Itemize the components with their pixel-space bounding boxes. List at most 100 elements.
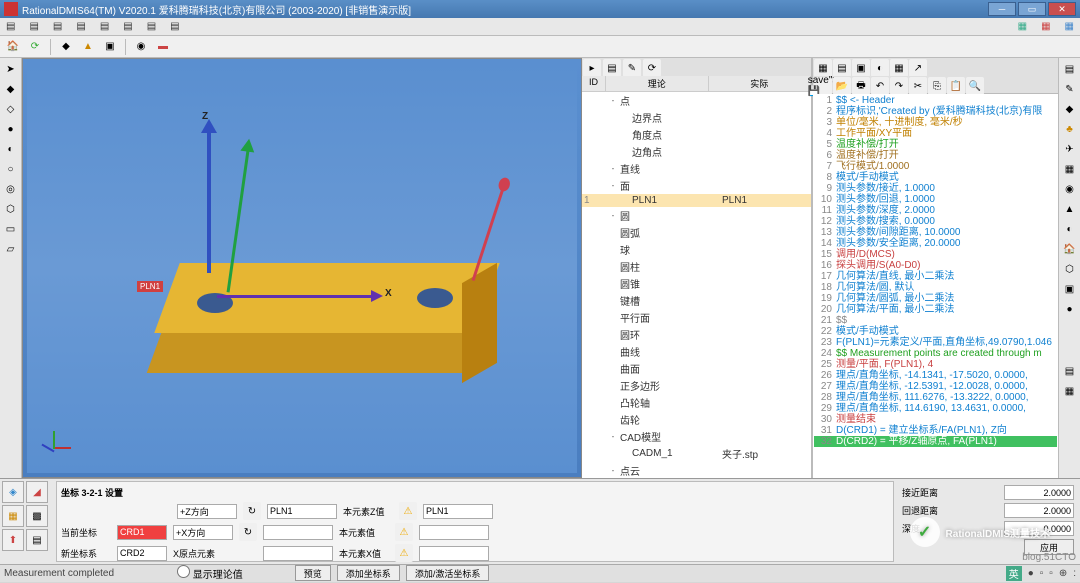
- menu-item[interactable]: ▤: [6, 21, 15, 32]
- tool-icon[interactable]: ▱: [2, 240, 20, 258]
- code-line[interactable]: 10测头参数/回退, 1.0000: [814, 194, 1057, 205]
- refresh-icon[interactable]: ⟳: [26, 38, 44, 56]
- code-line[interactable]: 8模式/手动模式: [814, 172, 1057, 183]
- tree-tool-icon[interactable]: ✎: [623, 59, 641, 77]
- code-line[interactable]: 7飞行模式/1.0000: [814, 161, 1057, 172]
- minimize-button[interactable]: －: [988, 2, 1016, 16]
- tool-icon[interactable]: ◇: [2, 100, 20, 118]
- menu-item[interactable]: ▤: [76, 21, 85, 32]
- search-icon[interactable]: 🔍: [966, 77, 984, 95]
- code-line[interactable]: 21$$: [814, 315, 1057, 326]
- tree-item[interactable]: -CAD模型: [582, 428, 811, 445]
- menu-item[interactable]: ▤: [100, 21, 109, 32]
- tree-item[interactable]: 齿轮: [582, 411, 811, 428]
- code-tool-icon[interactable]: ▣: [852, 59, 870, 77]
- bot-tool-icon[interactable]: ⬆: [2, 529, 24, 551]
- code-line[interactable]: 18几何算法/圆, 默认: [814, 282, 1057, 293]
- right-tool-icon[interactable]: ✈: [1061, 140, 1079, 158]
- retract-input[interactable]: [1004, 503, 1074, 518]
- z-element-input[interactable]: [267, 504, 337, 519]
- maximize-button[interactable]: ▭: [1018, 2, 1046, 16]
- code-line[interactable]: 28理点/直角坐标, 111.6276, -13.3222, 0.0000,: [814, 392, 1057, 403]
- right-tool-icon[interactable]: ▤: [1061, 60, 1079, 78]
- code-line[interactable]: 16探头调用/S(A0-D0): [814, 260, 1057, 271]
- code-body[interactable]: 1$$ <- Header2程序标识,'Created by (爱科腾瑞科技(北…: [813, 94, 1058, 478]
- preview-button[interactable]: 预览: [295, 565, 331, 581]
- status-icon[interactable]: ▫: [1040, 568, 1044, 579]
- code-line[interactable]: 15调用/D(MCS): [814, 249, 1057, 260]
- code-line[interactable]: 31D(CRD1) = 建立坐标系/FA(PLN1), Z向: [814, 425, 1057, 436]
- code-line[interactable]: 14测头参数/安全距离, 20.0000: [814, 238, 1057, 249]
- tree-item[interactable]: 曲线: [582, 343, 811, 360]
- save-icon[interactable]: save">💾: [814, 77, 832, 95]
- code-line[interactable]: 1$$ <- Header: [814, 95, 1057, 106]
- approach-input[interactable]: [1004, 485, 1074, 500]
- tree-item[interactable]: 球: [582, 241, 811, 258]
- cursor-icon[interactable]: ➤: [2, 60, 20, 78]
- tree-item[interactable]: 圆环: [582, 326, 811, 343]
- tool-icon[interactable]: ▣: [101, 38, 119, 56]
- tool-icon[interactable]: ▭: [2, 220, 20, 238]
- code-line[interactable]: 6温度补偿/打开: [814, 150, 1057, 161]
- code-line[interactable]: 29理点/直角坐标, 114.6190, 13.4631, 0.0000,: [814, 403, 1057, 414]
- code-line[interactable]: 4工作平面/XY平面: [814, 128, 1057, 139]
- tree-item[interactable]: 键槽: [582, 292, 811, 309]
- tree-item[interactable]: 平行面: [582, 309, 811, 326]
- ime-indicator[interactable]: 英: [1006, 566, 1022, 581]
- right-tool-icon[interactable]: ✎: [1061, 80, 1079, 98]
- code-line[interactable]: 27理点/直角坐标, -12.5391, -12.0028, 0.0000,: [814, 381, 1057, 392]
- code-tool-icon[interactable]: ◐: [871, 59, 889, 77]
- code-line[interactable]: 12测头参数/搜索, 0.0000: [814, 216, 1057, 227]
- tree-item[interactable]: CADM_1夹子.stp: [582, 445, 811, 462]
- bot-tool-icon[interactable]: ▦: [2, 505, 24, 527]
- code-line[interactable]: 3单位/毫米, 十进制度, 毫米/秒: [814, 117, 1057, 128]
- code-line[interactable]: 11测头参数/深度, 2.0000: [814, 205, 1057, 216]
- cut-icon[interactable]: ✂: [909, 77, 927, 95]
- add-coord-button[interactable]: 添加坐标系: [337, 565, 400, 581]
- status-icon[interactable]: ⊕: [1059, 568, 1067, 579]
- x-origin-ref-input[interactable]: [419, 546, 489, 561]
- status-icon[interactable]: ●: [1028, 568, 1034, 579]
- tool-icon[interactable]: ◆: [2, 80, 20, 98]
- tool-icon[interactable]: ○: [2, 160, 20, 178]
- right-tool-icon[interactable]: ▦: [1061, 160, 1079, 178]
- copy-icon[interactable]: ⎘: [928, 77, 946, 95]
- code-line[interactable]: 5温度补偿/打开: [814, 139, 1057, 150]
- tool-icon[interactable]: ⬡: [2, 200, 20, 218]
- menu-right-icon[interactable]: ▦: [1018, 21, 1027, 32]
- code-tool-icon[interactable]: ▦: [890, 59, 908, 77]
- right-tool-icon[interactable]: 🏠: [1061, 240, 1079, 258]
- tree-tool-icon[interactable]: ▤: [603, 59, 621, 77]
- tree-item[interactable]: 圆柱: [582, 258, 811, 275]
- bot-tool-icon[interactable]: ◢: [26, 481, 48, 503]
- paste-icon[interactable]: 📋: [947, 77, 965, 95]
- 3d-viewport[interactable]: X Z PLN1: [22, 58, 582, 478]
- tool-icon[interactable]: ◉: [132, 38, 150, 56]
- add-activate-coord-button[interactable]: 添加/激活坐标系: [406, 565, 490, 581]
- refresh-icon[interactable]: ↻: [243, 502, 261, 520]
- code-tool-icon[interactable]: ↗: [909, 59, 927, 77]
- right-tool-icon[interactable]: ♣: [1061, 120, 1079, 138]
- menu-item[interactable]: ▤: [123, 21, 132, 32]
- tree-body[interactable]: -点边界点角度点边角点-直线-面1PLN1PLN1-圆圆弧球圆柱圆锥键槽平行面圆…: [582, 92, 811, 478]
- refresh-icon[interactable]: ↻: [239, 523, 257, 541]
- right-tool-icon[interactable]: ▦: [1061, 382, 1079, 400]
- tool-icon[interactable]: ●: [2, 120, 20, 138]
- tool-icon[interactable]: ◆: [57, 38, 75, 56]
- close-button[interactable]: ✕: [1048, 2, 1076, 16]
- tree-item[interactable]: 正多边形: [582, 377, 811, 394]
- menu-item[interactable]: ▤: [53, 21, 62, 32]
- menu-item[interactable]: ▤: [170, 21, 179, 32]
- code-line[interactable]: 25测量/平面, F(PLN1), 4: [814, 359, 1057, 370]
- current-coord-input[interactable]: [117, 525, 167, 540]
- tree-item[interactable]: 曲面: [582, 360, 811, 377]
- tree-item[interactable]: -点: [582, 92, 811, 109]
- z-direction-select[interactable]: [177, 504, 237, 519]
- code-line[interactable]: 9测头参数/接近, 1.0000: [814, 183, 1057, 194]
- open-icon[interactable]: 📂: [833, 77, 851, 95]
- tree-item[interactable]: -点云: [582, 462, 811, 478]
- tree-item[interactable]: 角度点: [582, 126, 811, 143]
- code-line[interactable]: 17几何算法/直线, 最小二乘法: [814, 271, 1057, 282]
- tree-item[interactable]: -圆: [582, 207, 811, 224]
- show-theory-checkbox[interactable]: 显示理论值: [177, 565, 243, 581]
